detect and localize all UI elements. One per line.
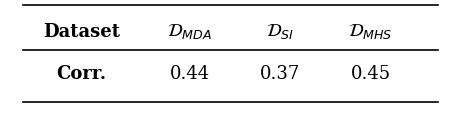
Text: 0.44: 0.44 [170,65,209,82]
Text: 0.37: 0.37 [259,65,300,82]
Text: $\mathcal{D}_{SI}$: $\mathcal{D}_{SI}$ [266,22,294,41]
Text: Dataset: Dataset [43,23,120,41]
Text: $\mathcal{D}_{MHS}$: $\mathcal{D}_{MHS}$ [348,22,392,41]
Text: Corr.: Corr. [56,65,106,82]
Text: 0.45: 0.45 [350,65,390,82]
Text: $\mathcal{D}_{MDA}$: $\mathcal{D}_{MDA}$ [167,22,212,41]
